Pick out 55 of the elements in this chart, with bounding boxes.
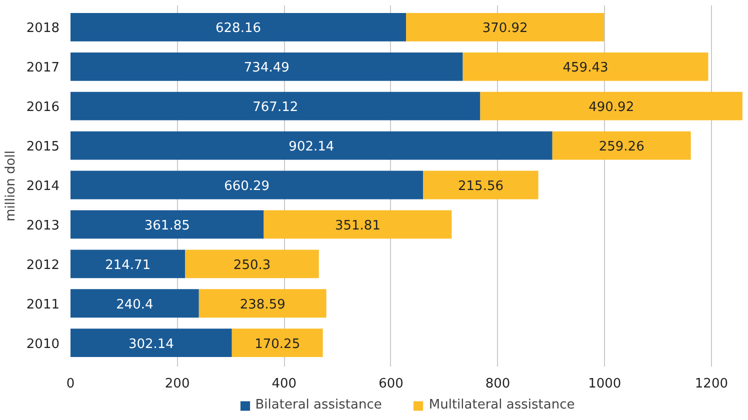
bar	[185, 250, 319, 278]
data-label: 628.16	[216, 21, 262, 36]
bar	[70, 210, 264, 239]
bar	[462, 52, 708, 81]
bar	[406, 12, 604, 42]
bar	[480, 92, 742, 120]
bar	[70, 328, 232, 358]
bar	[70, 170, 424, 200]
x-tick-label: 0	[66, 376, 75, 392]
x-tick-label: 600	[378, 376, 404, 392]
data-label: 660.29	[224, 179, 270, 194]
data-label: 170.25	[254, 336, 300, 352]
bar	[232, 328, 323, 358]
data-label: 490.92	[588, 100, 634, 116]
data-label: 238.59	[240, 297, 286, 312]
y-tick-label: 2016	[26, 100, 60, 116]
bar	[264, 210, 452, 239]
y-axis-title: million doll	[3, 150, 18, 222]
data-label: 370.92	[482, 21, 528, 36]
bar	[70, 289, 199, 318]
y-tick-label: 2012	[26, 258, 60, 273]
x-tick-label: 1000	[588, 376, 622, 392]
bar	[198, 289, 326, 318]
y-tick-label: 2017	[26, 60, 60, 76]
y-tick-label: 2014	[26, 179, 60, 194]
bar	[70, 52, 463, 81]
bar	[552, 131, 691, 160]
data-label: 302.14	[128, 336, 174, 352]
x-tick-label: 200	[164, 376, 190, 392]
data-label: 215.56	[458, 179, 504, 194]
y-tick-label: 2011	[26, 297, 60, 312]
data-label: 351.81	[334, 218, 380, 234]
data-label: 767.12	[252, 100, 298, 116]
bar	[70, 131, 552, 160]
y-tick-label: 2018	[26, 21, 60, 36]
legend-label: Bilateral assistance	[255, 398, 382, 412]
data-label: 214.71	[105, 258, 151, 273]
x-tick-label: 1200	[694, 376, 728, 392]
data-label: 902.14	[288, 140, 334, 155]
bar	[423, 170, 538, 200]
data-label: 240.4	[116, 297, 154, 312]
bar	[70, 92, 480, 120]
data-label: 250.3	[233, 258, 271, 273]
data-label: 734.49	[244, 60, 290, 76]
data-label: 361.85	[144, 218, 190, 234]
data-label: 259.26	[598, 140, 644, 155]
y-tick-label: 2013	[26, 218, 60, 234]
bar	[70, 250, 186, 278]
data-label: 459.43	[562, 60, 608, 76]
y-tick-label: 2015	[26, 140, 60, 155]
x-tick-label: 400	[272, 376, 297, 392]
legend-label: Multilateral assistance	[428, 398, 575, 412]
x-tick-label: 800	[485, 376, 510, 392]
y-tick-label: 2010	[26, 336, 60, 352]
bar	[70, 12, 406, 42]
